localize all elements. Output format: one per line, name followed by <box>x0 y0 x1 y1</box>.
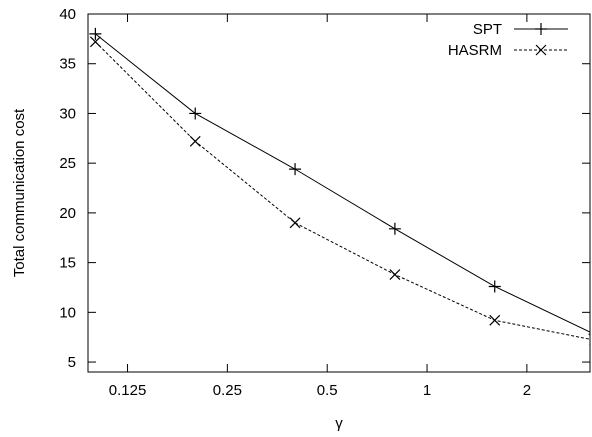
y-tick-label: 25 <box>59 155 76 172</box>
legend-label: HASRM <box>448 42 502 59</box>
data-point <box>289 217 301 229</box>
legend-label: SPT <box>473 21 502 38</box>
x-axis-title: γ <box>335 415 343 432</box>
series-line <box>95 33 590 333</box>
x-tick-label: 0.125 <box>109 382 147 399</box>
series-spt <box>89 27 590 335</box>
legend-marker <box>535 44 547 56</box>
y-tick-label: 15 <box>59 255 76 272</box>
data-point <box>189 107 202 120</box>
y-tick-label: 5 <box>68 354 76 371</box>
y-tick-label: 35 <box>59 56 76 73</box>
y-tick-label: 30 <box>59 105 76 122</box>
data-point <box>89 27 102 40</box>
x-tick-label: 1 <box>423 382 431 399</box>
y-axis: 5 10 15 20 25 30 35 40 <box>59 6 590 371</box>
data-point <box>189 135 201 147</box>
x-tick-label: 0.5 <box>317 382 338 399</box>
x-tick-label: 0.25 <box>213 382 242 399</box>
x-tick-label: 2 <box>523 382 531 399</box>
y-tick-label: 10 <box>59 304 76 321</box>
legend: SPT HASRM <box>448 21 568 59</box>
data-point <box>489 314 501 326</box>
data-point <box>89 36 101 48</box>
data-point <box>388 222 401 235</box>
data-point <box>289 163 302 176</box>
legend-marker <box>535 23 547 35</box>
y-tick-label: 40 <box>59 6 76 23</box>
data-point <box>389 269 401 280</box>
plot-frame <box>87 13 591 373</box>
y-axis-title: Total communication cost <box>11 108 28 277</box>
series-line <box>95 41 590 340</box>
y-tick-label: 20 <box>59 205 76 222</box>
x-axis: 0.125 0.25 0.5 1 2 <box>109 14 531 399</box>
series-hasrm <box>89 36 590 346</box>
data-point <box>488 280 501 293</box>
series-layer <box>89 27 590 346</box>
